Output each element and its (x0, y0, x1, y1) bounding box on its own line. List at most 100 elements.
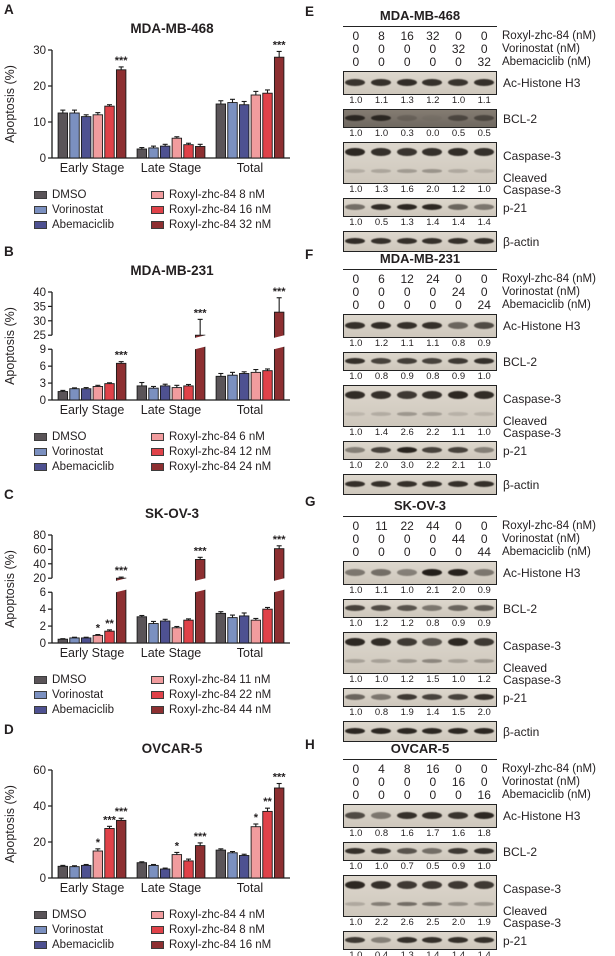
legend-label: Roxyl-zhc-84 12 nM (169, 445, 272, 458)
bar (171, 387, 183, 401)
quant-value: 1.0 (477, 861, 491, 872)
dose-value: 32 (426, 28, 440, 43)
protein-band (345, 848, 366, 854)
protein-band (448, 322, 468, 329)
legend-swatch (151, 690, 164, 699)
quant-value: 1.2 (374, 338, 389, 349)
quant-value: 1.6 (400, 828, 414, 839)
dose-value: 16 (451, 774, 466, 789)
western-blot-box (343, 71, 497, 95)
bar (80, 637, 92, 644)
legend-swatch (151, 462, 164, 471)
western-blot-box (343, 198, 497, 217)
bar (104, 105, 115, 159)
bar (57, 112, 69, 159)
legend-item: Roxyl-zhc-84 24 nM (151, 459, 308, 474)
dose-row: 0 4 8 16 0 0 Roxyl-zhc-84 (nM) (303, 762, 615, 776)
quant-value: 1.4 (477, 217, 491, 228)
protein-band (422, 391, 443, 399)
legend-swatch (151, 705, 164, 714)
dose-value: 0 (352, 774, 360, 789)
blot-protein-label-line: Caspase-3 (503, 916, 562, 930)
blot-title-underline: OVCAR-5 (343, 740, 497, 760)
dose-value: 0 (352, 518, 360, 533)
y-axis-label: Apoptosis (%) (3, 550, 17, 628)
protein-band (448, 358, 468, 364)
blot-row: Ac-Histone H3 (343, 804, 580, 828)
protein-band (371, 204, 391, 210)
quant-value: 1.1 (426, 338, 440, 349)
dose-value: 22 (400, 518, 414, 533)
protein-band (396, 881, 417, 889)
protein-band (396, 812, 417, 819)
quant-value: 1.0 (349, 371, 363, 382)
blot-protein-label: p-21 (503, 443, 528, 458)
protein-band (473, 115, 494, 121)
quant-value: 1.9 (400, 707, 414, 718)
quant-value: 0.8 (374, 707, 389, 718)
blot-body: 0 11 22 44 0 0 Roxyl-zhc-84 (nM) 0 0 0 0 44 0 Vorinos… (303, 519, 615, 742)
protein-band (345, 812, 366, 819)
dose-row: 0 0 0 0 16 0 Vorinostat (nM) (303, 774, 615, 789)
protein-band (371, 481, 391, 487)
blot-row: Caspase-3 Cleaved Caspase-3 (343, 385, 561, 439)
quant-value: 0.8 (374, 828, 389, 839)
legend-swatch (34, 910, 47, 919)
cleaved-protein-band (396, 412, 417, 416)
bar (57, 391, 69, 401)
bar (115, 69, 127, 159)
category-label: Early Stage (60, 646, 125, 660)
protein-band (473, 358, 494, 364)
protein-band (422, 638, 443, 646)
quant-value: 1.2 (451, 184, 466, 195)
quant-value: 1.4 (426, 950, 440, 956)
protein-band (473, 148, 494, 156)
quant-value: 1.0 (349, 828, 363, 839)
quant-value: 0.9 (451, 618, 466, 629)
dose-values: 0 8 16 32 0 0 (343, 29, 497, 43)
blot-body: 0 8 16 32 0 0 Roxyl-zhc-84 (nM) 0 0 0 0 32 0 Vorinost… (303, 29, 615, 252)
dose-value: 0 (480, 531, 488, 546)
legend-swatch (34, 675, 47, 684)
bar (183, 860, 194, 879)
quant-value: 0.3 (400, 128, 414, 139)
protein-band (345, 638, 366, 646)
quant-value: 2.0 (451, 917, 466, 928)
cleaved-protein-band (345, 659, 366, 663)
bar (171, 854, 183, 879)
blot-protein-label-line: Cleaved (503, 661, 548, 675)
dose-value: 0 (378, 54, 385, 69)
cleaved-protein-band (448, 169, 468, 173)
panel-h: H OVCAR-5 0 4 8 16 0 0 Roxyl-zhc-84 (nM) 0 0 0 0 16… (303, 737, 615, 956)
dose-values: 0 0 0 0 0 24 (343, 298, 497, 312)
dose-label: Vorinostat (nM) (502, 285, 580, 298)
legend-swatch (34, 940, 47, 949)
bar (262, 810, 273, 879)
quant-value: 1.0 (349, 950, 363, 956)
y-tick-label: 20 (33, 81, 46, 93)
protein-band (371, 358, 391, 364)
category-label: Early Stage (60, 403, 125, 417)
bar (104, 383, 115, 401)
dose-value: 0 (429, 544, 437, 559)
chart-legend: DMSO Vorinostat Abemaciclib Roxyl-zhc-84 11… (34, 672, 308, 717)
bar (273, 548, 285, 644)
legend-item: Abemaciclib (34, 702, 151, 717)
dose-value: 24 (426, 271, 440, 286)
legend-label: Roxyl-zhc-84 16 nM (169, 203, 272, 216)
protein-band (396, 694, 417, 700)
protein-band (473, 322, 494, 329)
quant-value: 1.0 (349, 674, 363, 685)
bar (148, 147, 159, 159)
protein-band (422, 115, 443, 121)
y-axis-label: Apoptosis (%) (3, 785, 17, 863)
quant-value: 0.9 (477, 585, 491, 596)
dose-value: 0 (352, 54, 360, 69)
bar (148, 864, 159, 879)
quant-value: 1.0 (349, 184, 363, 195)
dose-value: 0 (480, 271, 488, 286)
quant-value: 0.5 (477, 128, 491, 139)
blot-protein-label-line: Caspase-3 (503, 673, 562, 687)
bar (171, 137, 183, 159)
legend-label: Vorinostat (52, 203, 104, 216)
